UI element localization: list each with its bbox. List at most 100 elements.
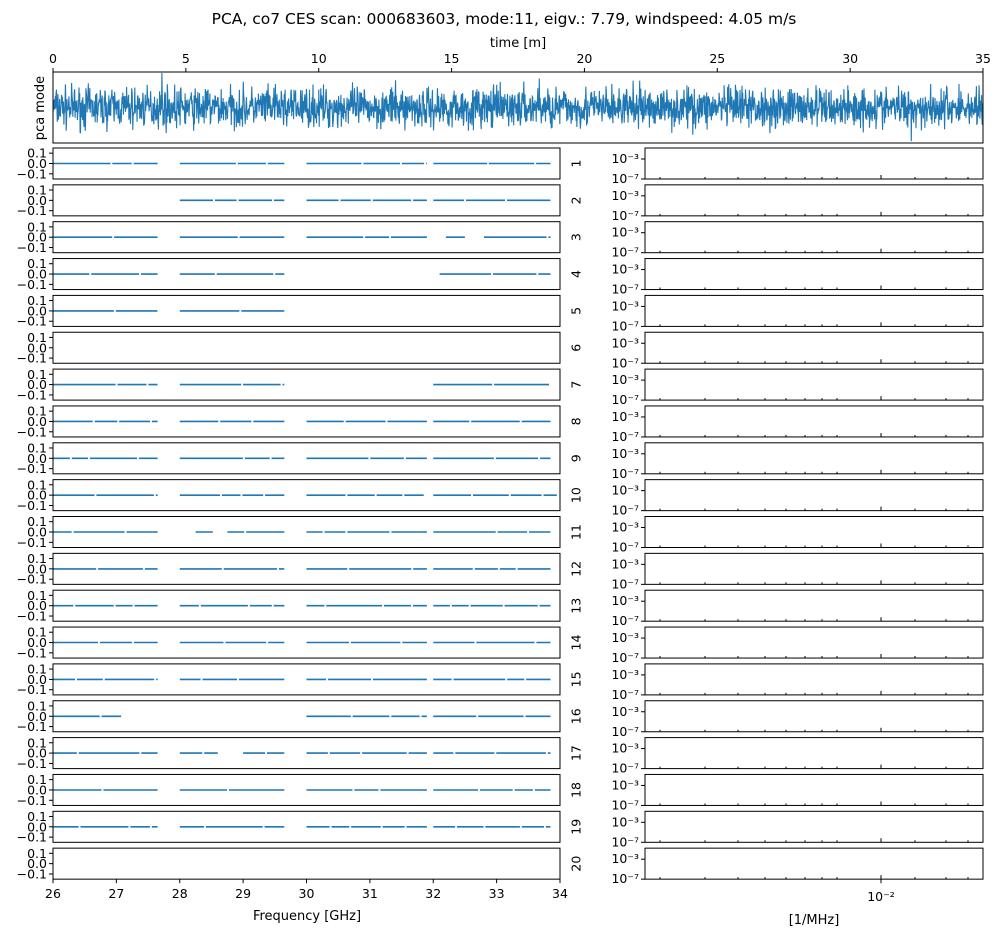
spectrum-y-tick-label: 10⁻⁷ xyxy=(611,613,639,628)
frequency-panels: 0.10.0−0.110.10.0−0.120.10.0−0.130.10.0−… xyxy=(17,146,584,882)
spectrum-panel-20: 10⁻³ 10⁻⁷ xyxy=(611,847,984,886)
frequency-y-tick-label: −0.1 xyxy=(17,166,47,181)
frequency-x-tick-label: 29 xyxy=(235,886,251,901)
frequency-y-tick-label: 0.1 xyxy=(27,219,47,234)
frequency-panel-frame xyxy=(52,479,561,512)
spectrum-y-tick-label: 10⁻⁷ xyxy=(611,282,639,297)
spectrum-panel-frame xyxy=(644,147,984,180)
mode-number-label: 15 xyxy=(568,671,583,687)
spectrum-y-tick-label: 10⁻⁷ xyxy=(611,245,639,260)
spectrum-y-tick-label: 10⁻³ xyxy=(611,777,639,792)
frequency-y-tick-label: −0.1 xyxy=(17,277,47,292)
mode-number-label: 11 xyxy=(568,524,583,540)
spectrum-y-tick-label: 10⁻⁷ xyxy=(611,724,639,739)
spectra-panels: 10⁻³10⁻⁷10⁻³10⁻⁷10⁻³10⁻⁷10⁻³10⁻⁷10⁻³10⁻⁷… xyxy=(611,147,984,886)
frequency-y-tick-label: −0.1 xyxy=(17,535,47,550)
mode-number-label: 19 xyxy=(568,819,583,835)
mode-number-label: 7 xyxy=(568,381,583,389)
frequency-y-tick-label: −0.1 xyxy=(17,203,47,218)
time-stream-line xyxy=(52,72,984,142)
frequency-y-tick-label: 0.0 xyxy=(27,156,47,171)
spectrum-y-tick-label: 10⁻³ xyxy=(611,446,639,461)
frequency-panel-frame xyxy=(52,626,561,659)
spectrum-panel-1: 10⁻³ 10⁻⁷ xyxy=(611,147,984,186)
spectra-x-tick-label: 10⁻² xyxy=(867,889,895,904)
frequency-y-tick-label: 0.0 xyxy=(27,598,47,613)
spectrum-y-tick-label: 10⁻³ xyxy=(611,667,639,682)
frequency-panel-frame xyxy=(52,442,561,475)
frequency-panel-frame xyxy=(52,516,561,548)
time-axis-label: time [m] xyxy=(490,36,546,51)
spectrum-panel-frame xyxy=(644,405,984,438)
frequency-y-tick-label: −0.1 xyxy=(17,682,47,697)
spectrum-panel-frame xyxy=(644,368,984,401)
frequency-x-tick-label: 30 xyxy=(299,886,315,901)
frequency-x-tick-label: 27 xyxy=(108,886,124,901)
spectrum-y-tick-label: 10⁻³ xyxy=(611,556,639,571)
mode-number-label: 13 xyxy=(568,598,583,614)
spectra-axis-label: [1/MHz] xyxy=(789,913,840,928)
frequency-y-tick-label: −0.1 xyxy=(17,572,47,587)
frequency-x-tick-label: 26 xyxy=(45,886,61,901)
frequency-y-tick-label: 0.0 xyxy=(27,819,47,834)
frequency-y-tick-label: −0.1 xyxy=(17,314,47,329)
spectrum-panel-frame xyxy=(644,810,984,843)
figure-title: PCA, co7 CES scan: 000683603, mode:11, e… xyxy=(212,10,797,28)
frequency-panel-19: 0.10.0−0.1 19 xyxy=(17,809,584,845)
frequency-panel-2: 0.10.0−0.1 2 xyxy=(17,183,584,219)
frequency-panel-frame xyxy=(52,405,561,438)
mode-number-label: 10 xyxy=(568,487,583,503)
frequency-panel-1: 0.10.0−0.1 1 xyxy=(17,146,584,182)
frequency-panel-frame xyxy=(52,589,561,622)
frequency-y-tick-label: −0.1 xyxy=(17,756,47,771)
frequency-panel-6: 0.10.0−0.1 6 xyxy=(17,330,584,366)
spectrum-panel-9: 10⁻³ 10⁻⁷ xyxy=(611,442,984,481)
spectrum-panel-frame xyxy=(644,516,984,548)
spectrum-y-tick-label: 10⁻⁷ xyxy=(611,761,639,776)
spectrum-panel-7: 10⁻³ 10⁻⁷ xyxy=(611,368,984,407)
frequency-y-tick-label: 0.0 xyxy=(27,709,47,724)
time-axis-ticks: 0 5 10 15 20 25 30 35 xyxy=(49,51,991,72)
spectrum-y-tick-label: 10⁻⁷ xyxy=(611,503,639,518)
time-stream-panel: time [m] pca mode 0 5 10 15 20 25 30 35 xyxy=(33,36,991,144)
frequency-y-tick-label: 0.0 xyxy=(27,856,47,871)
frequency-axis-ticks: 26 27 28 29 30 31 32 33 34 xyxy=(45,879,568,901)
frequency-x-tick-label: 28 xyxy=(172,886,188,901)
frequency-y-tick-label: 0.0 xyxy=(27,525,47,540)
frequency-y-tick-label: 0.1 xyxy=(27,588,47,603)
frequency-panel-frame xyxy=(52,552,561,585)
spectrum-y-tick-label: 10⁻³ xyxy=(611,593,639,608)
spectrum-y-tick-label: 10⁻³ xyxy=(611,409,639,424)
frequency-x-tick-label: 34 xyxy=(552,886,568,901)
frequency-y-tick-label: 0.1 xyxy=(27,146,47,161)
spectrum-panel-13: 10⁻³ 10⁻⁷ xyxy=(611,589,984,628)
spectrum-panel-frame xyxy=(644,552,984,585)
spectrum-y-tick-label: 10⁻³ xyxy=(611,225,639,240)
spectrum-y-tick-label: 10⁻⁷ xyxy=(611,318,639,333)
spectrum-y-tick-label: 10⁻³ xyxy=(611,298,639,313)
frequency-panel-12: 0.10.0−0.1 12 xyxy=(17,551,584,587)
frequency-panel-frame xyxy=(52,147,561,180)
spectrum-y-tick-label: 10⁻³ xyxy=(611,741,639,756)
frequency-y-tick-label: 0.0 xyxy=(27,193,47,208)
frequency-panel-frame xyxy=(52,663,561,696)
frequency-panel-frame xyxy=(52,294,561,327)
spectrum-y-tick-label: 10⁻³ xyxy=(611,630,639,645)
mode-number-label: 5 xyxy=(568,307,583,315)
time-tick-label: 10 xyxy=(311,51,327,66)
spectrum-y-tick-label: 10⁻⁷ xyxy=(611,171,639,186)
frequency-y-tick-label: 0.0 xyxy=(27,488,47,503)
frequency-y-tick-label: −0.1 xyxy=(17,240,47,255)
frequency-y-tick-label: 0.1 xyxy=(27,846,47,861)
mode-number-label: 4 xyxy=(568,270,583,278)
frequency-panel-4: 0.10.0−0.1 4 xyxy=(17,256,584,292)
spectrum-panel-2: 10⁻³ 10⁻⁷ xyxy=(611,184,984,223)
mode-number-label: 9 xyxy=(568,454,583,462)
frequency-panel-10: 0.10.0−0.1 10 xyxy=(17,477,584,513)
frequency-y-tick-label: −0.1 xyxy=(17,351,47,366)
spectra-axis-ticks: 10⁻² xyxy=(867,879,895,904)
spectrum-y-tick-label: 10⁻⁷ xyxy=(611,355,639,370)
frequency-panel-20: 0.10.0−0.1 20 xyxy=(17,846,584,882)
frequency-y-tick-label: 0.0 xyxy=(27,414,47,429)
mode-number-label: 2 xyxy=(568,196,583,204)
